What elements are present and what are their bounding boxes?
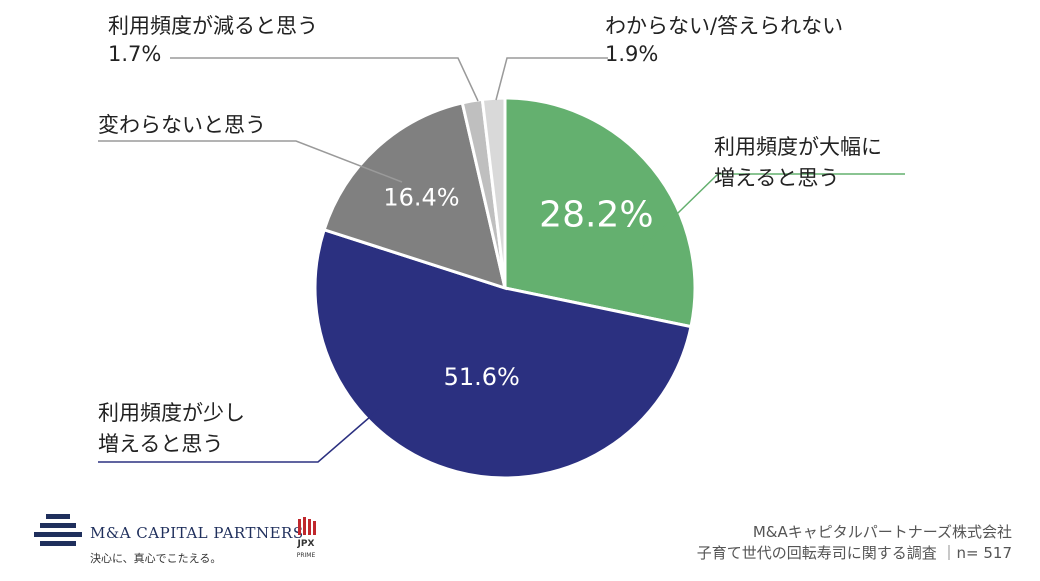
slice-category-label-1-1: 増えると思う — [98, 432, 223, 456]
pie-slice-2 — [322, 101, 508, 291]
leader-lines — [98, 57, 905, 463]
slice-value-label-2: 16.4% — [383, 184, 459, 212]
company-logo: M&A CAPITAL PARTNERS 決心に、真心でこたえる。 — [30, 510, 303, 570]
pie-slice-0 — [503, 96, 697, 329]
leader-line-3 — [170, 57, 479, 102]
pie-slice-4 — [480, 96, 507, 289]
slice-value-label-4: 1.9% — [605, 42, 658, 66]
slice-category-label-4-0: わからない/答えられない — [605, 14, 843, 38]
company-logo-tagline: 決心に、真心でこたえる。 — [90, 552, 222, 565]
slice-value-label-3: 1.7% — [108, 42, 161, 66]
slice-value-label-1: 51.6% — [444, 363, 520, 391]
slice-value-label-0: 28.2% — [539, 195, 653, 236]
slice-category-label-2-0: 変わらないと思う — [98, 113, 266, 137]
leader-line-2 — [98, 140, 403, 183]
source-credit: M&Aキャピタルパートナーズ株式会社 子育て世代の回転寿司に関する調査 ｜n= … — [697, 522, 1012, 564]
jpx-prime-badge: JPX PRIME — [287, 516, 325, 564]
leader-line-1 — [98, 409, 379, 463]
pie-slices — [313, 96, 697, 480]
credit-survey: 子育て世代の回転寿司に関する調査 ｜n= 517 — [696, 544, 1012, 562]
slice-category-label-3-0: 利用頻度が減ると思う — [108, 14, 318, 38]
pie-slice-1 — [313, 227, 693, 480]
slice-category-label-1-0: 利用頻度が少し — [98, 401, 245, 425]
company-logo-name: M&A CAPITAL PARTNERS — [90, 524, 304, 542]
credit-company: M&Aキャピタルパートナーズ株式会社 — [752, 523, 1012, 541]
jpx-badge-bottom: PRIME — [296, 552, 316, 559]
pie-labels: 利用頻度が大幅に増えると思う28.2%利用頻度が少し増えると思う51.6%変わら… — [98, 14, 882, 456]
leader-line-4 — [495, 57, 608, 101]
leader-line-0 — [639, 173, 905, 251]
jpx-badge-top: JPX — [297, 539, 315, 549]
slice-category-label-0-1: 増えると思う — [714, 166, 839, 190]
slice-category-label-0-0: 利用頻度が大幅に — [714, 135, 882, 159]
company-logo-mark-icon — [34, 514, 82, 546]
jpx-mark-icon — [298, 517, 316, 535]
